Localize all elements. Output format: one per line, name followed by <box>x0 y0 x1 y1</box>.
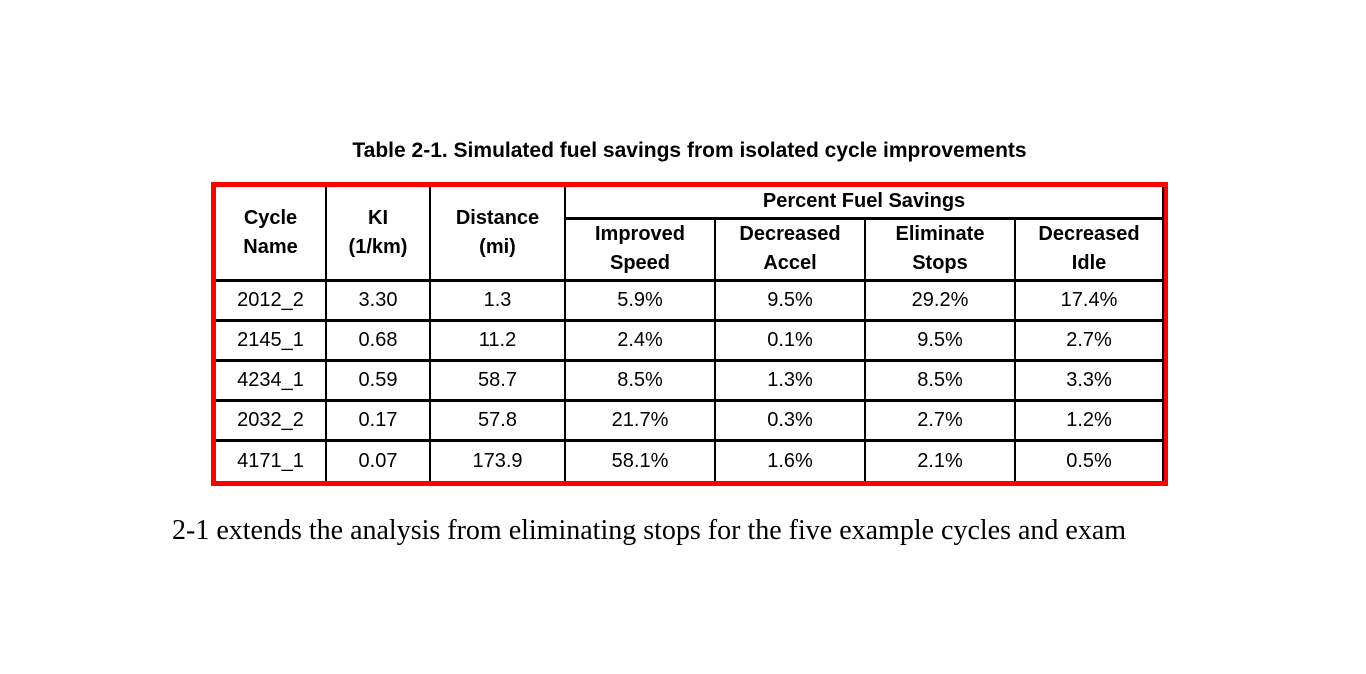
header-eliminate-stops: Eliminate Stops <box>864 218 1015 281</box>
header-improved-speed: Improved Speed <box>564 218 715 281</box>
cell-improved-speed: 21.7% <box>564 400 715 441</box>
cell-decreased-accel: 0.3% <box>714 400 865 441</box>
cell-distance: 57.8 <box>429 400 565 441</box>
cell-eliminate-stops: 29.2% <box>864 280 1015 321</box>
table-row: 4234_1 0.59 58.7 8.5% 1.3% 8.5% 3.3% <box>216 360 1165 401</box>
cell-cycle-name: 2145_1 <box>237 328 304 351</box>
cell-distance: 173.9 <box>429 440 565 481</box>
fuel-savings-table: Cycle Name KI (1/km) Distance (mi) Perce… <box>216 187 1165 481</box>
table-row: 2032_2 0.17 57.8 21.7% 0.3% 2.7% 1.2% <box>216 400 1165 441</box>
cell-decreased-idle: 17.4% <box>1013 280 1165 321</box>
header-distance: Distance (mi) <box>429 187 565 281</box>
cell-distance: 1.3 <box>429 280 565 321</box>
header-row-sub: Improved Speed Decreased Accel Eliminate… <box>216 218 1165 281</box>
cell-improved-speed: 8.5% <box>564 360 715 401</box>
table-title: Table 2-1. Simulated fuel savings from i… <box>352 139 1027 162</box>
body-paragraph-text: 2-1 extends the analysis from eliminatin… <box>172 515 1127 546</box>
cell-decreased-idle: 1.2% <box>1013 400 1165 441</box>
cell-ki: 3.30 <box>325 280 430 321</box>
cell-eliminate-stops: 2.7% <box>864 400 1015 441</box>
header-ki: KI (1/km) <box>325 187 430 281</box>
cell-ki: 0.68 <box>325 320 430 361</box>
header-cycle-name: Cycle Name <box>243 206 298 258</box>
header-decreased-accel: Decreased Accel <box>714 218 865 281</box>
header-percent-fuel-savings: Percent Fuel Savings <box>563 187 1165 219</box>
cell-decreased-idle: 0.5% <box>1013 440 1165 481</box>
cell-ki: 0.17 <box>325 400 430 441</box>
fuel-savings-table-wrapper: Cycle Name KI (1/km) Distance (mi) Perce… <box>211 182 1168 486</box>
cell-eliminate-stops: 8.5% <box>864 360 1015 401</box>
cell-eliminate-stops: 9.5% <box>864 320 1015 361</box>
cell-decreased-accel: 1.3% <box>714 360 865 401</box>
cell-improved-speed: 5.9% <box>564 280 715 321</box>
table-row: 4171_1 0.07 173.9 58.1% 1.6% 2.1% 0.5% <box>216 440 1165 481</box>
cell-cycle-name: 2032_2 <box>237 409 304 432</box>
cell-eliminate-stops: 2.1% <box>864 440 1015 481</box>
table-row: 2012_2 3.30 1.3 5.9% 9.5% 29.2% 17.4% <box>216 280 1165 321</box>
table-row: 2145_1 0.68 11.2 2.4% 0.1% 9.5% 2.7% <box>216 320 1165 361</box>
cell-decreased-accel: 9.5% <box>714 280 865 321</box>
cell-distance: 11.2 <box>429 320 565 361</box>
cell-cycle-name: 4171_1 <box>237 450 304 473</box>
cell-decreased-accel: 0.1% <box>714 320 865 361</box>
cell-improved-speed: 58.1% <box>564 440 715 481</box>
cell-decreased-accel: 1.6% <box>714 440 865 481</box>
cell-cycle-name: 2012_2 <box>237 288 304 311</box>
header-decreased-idle: Decreased Idle <box>1013 218 1165 281</box>
cell-ki: 0.59 <box>325 360 430 401</box>
cell-distance: 58.7 <box>429 360 565 401</box>
cell-decreased-idle: 2.7% <box>1013 320 1165 361</box>
cell-ki: 0.07 <box>325 440 430 481</box>
cell-decreased-idle: 3.3% <box>1013 360 1165 401</box>
cell-cycle-name: 4234_1 <box>237 369 304 392</box>
header-row-group: Cycle Name KI (1/km) Distance (mi) Perce… <box>216 187 1165 281</box>
cell-improved-speed: 2.4% <box>564 320 715 361</box>
